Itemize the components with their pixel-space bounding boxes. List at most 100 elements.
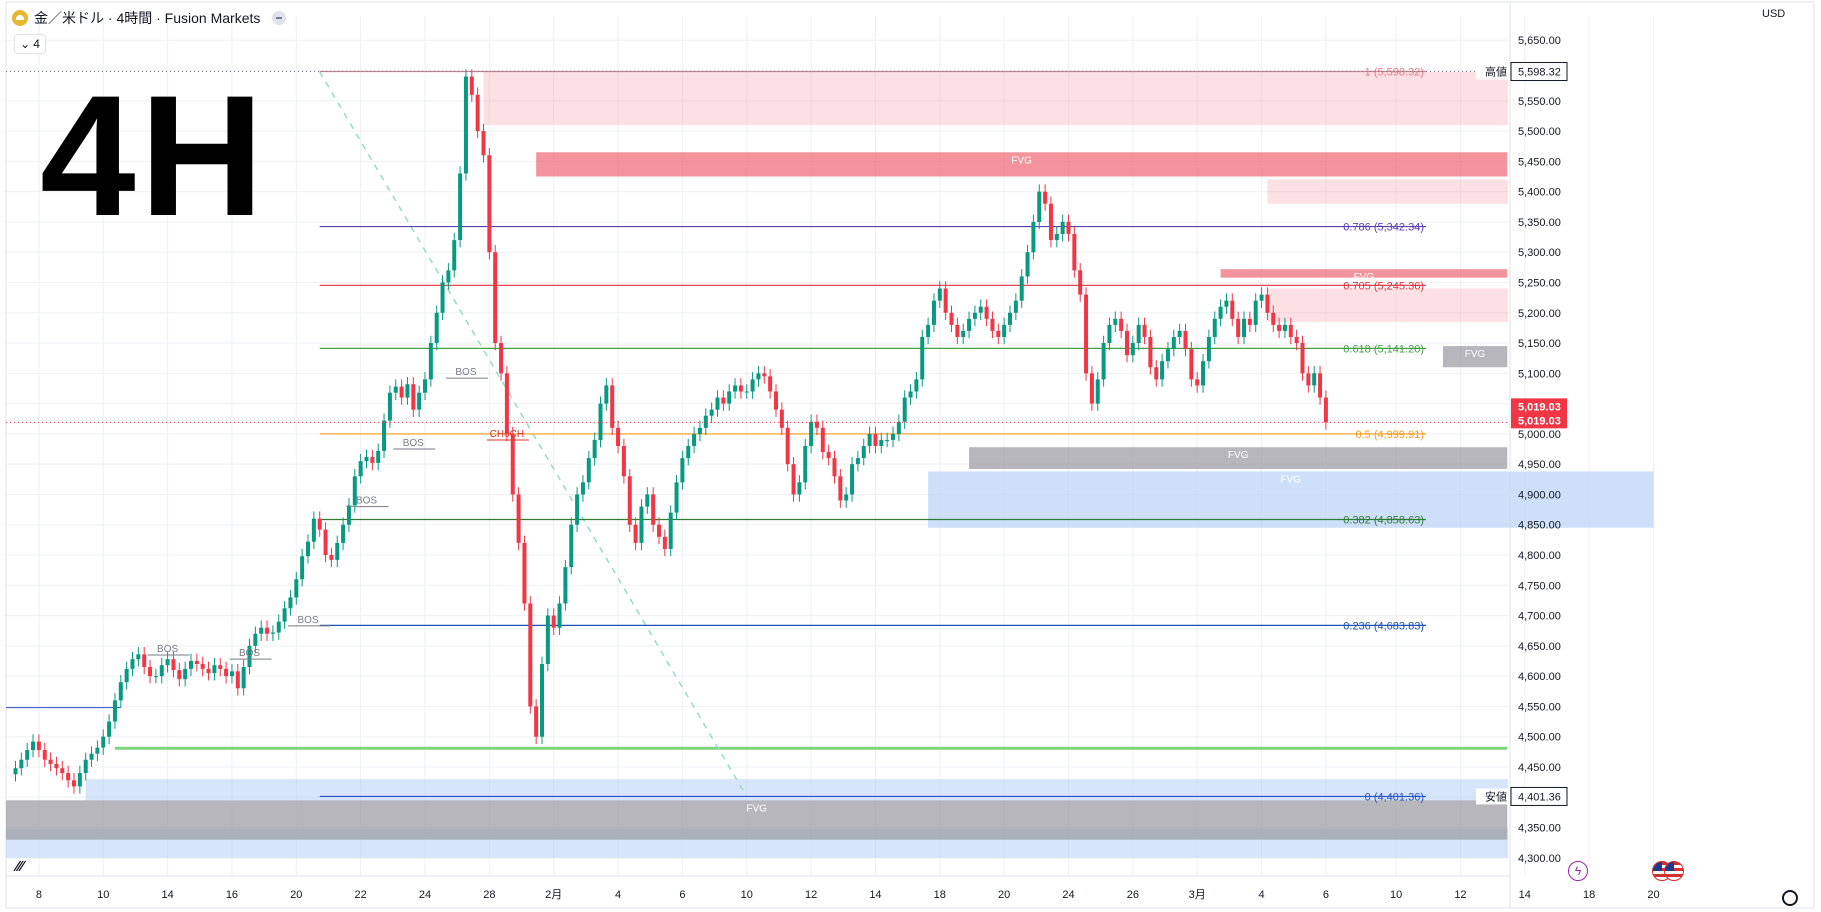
- candle-body: [1271, 312, 1276, 325]
- candle-body: [352, 476, 357, 506]
- candle-body: [1078, 270, 1083, 295]
- candle-body: [25, 750, 30, 760]
- candle-body: [153, 676, 158, 678]
- candle-body: [130, 659, 135, 669]
- candle-body: [750, 379, 755, 392]
- candle-body: [189, 661, 193, 669]
- candle-body: [855, 458, 860, 465]
- candle-body: [1236, 318, 1241, 337]
- candle-body: [978, 306, 983, 313]
- candle-body: [680, 458, 685, 483]
- fib-level-label: 0.705 (5,245.36): [1343, 280, 1424, 292]
- candle-body: [463, 76, 468, 174]
- x-tick-label: 14: [869, 889, 881, 901]
- flash-icon[interactable]: ϟ: [1568, 861, 1588, 881]
- candle-body: [323, 529, 328, 556]
- candle-body: [48, 759, 53, 764]
- collapse-indicators-button[interactable]: ⌄ 4: [14, 34, 46, 54]
- fib-level-label: 0.382 (4,858.63): [1343, 515, 1424, 527]
- candle-body: [844, 494, 849, 501]
- x-tick-label: 12: [805, 889, 817, 901]
- candle-body: [475, 94, 480, 132]
- x-tick-label: 3月: [1189, 889, 1206, 901]
- fvg-zone[interactable]: [928, 471, 1654, 528]
- candle-body: [891, 433, 895, 440]
- us-flag-events-icon[interactable]: [1652, 861, 1684, 881]
- currency-selector[interactable]: USD: [1762, 8, 1786, 20]
- fvg-zone[interactable]: [536, 152, 1508, 177]
- candle-body: [218, 665, 223, 669]
- x-tick-label: 10: [1390, 889, 1402, 901]
- candle-body: [212, 665, 217, 674]
- fvg-zone[interactable]: [969, 447, 1508, 470]
- settings-gear-icon[interactable]: [1782, 890, 1798, 906]
- candle-body: [744, 391, 749, 393]
- candle-body: [1201, 361, 1206, 386]
- fvg-zone[interactable]: [1442, 346, 1508, 368]
- fvg-zone[interactable]: [1220, 269, 1508, 278]
- fib-level-label: 0.5 (4,999.91): [1356, 429, 1425, 441]
- candle-body: [563, 567, 568, 604]
- candle-body: [867, 433, 872, 446]
- candle-body: [101, 736, 106, 748]
- fvg-zone[interactable]: [6, 800, 1508, 840]
- y-tick-label: 4,900.00: [1518, 489, 1561, 501]
- candle-body: [346, 505, 351, 525]
- x-tick-label: 20: [290, 889, 302, 901]
- candle-body: [575, 494, 580, 525]
- timeframe-watermark: 4H: [40, 60, 268, 252]
- candle-body: [967, 318, 972, 331]
- candle-body: [276, 621, 281, 633]
- candle-body: [920, 336, 925, 380]
- supply-zone: [1267, 179, 1508, 204]
- candle-body: [1312, 373, 1317, 386]
- tradingview-logo-icon[interactable]: ⁄⁄⁄: [16, 858, 24, 875]
- candle-body: [756, 373, 761, 380]
- candle-body: [861, 446, 866, 459]
- y-tick-label: 4,800.00: [1518, 550, 1561, 562]
- y-tick-label: 4,750.00: [1518, 580, 1561, 592]
- candle-body: [662, 536, 667, 549]
- candle-body: [83, 759, 88, 774]
- candle-body: [282, 608, 287, 622]
- candle-body: [423, 379, 427, 393]
- y-tick-label: 4,950.00: [1518, 459, 1561, 471]
- candle-body: [1247, 318, 1252, 325]
- candle-body: [598, 403, 603, 440]
- more-options-icon[interactable]: [272, 11, 287, 25]
- symbol-header[interactable]: 金／米ドル · 4時間 · Fusion Markets: [12, 7, 287, 29]
- structure-label: CHoCH: [490, 429, 524, 440]
- candle-body: [1125, 330, 1129, 356]
- candle-body: [89, 753, 94, 760]
- indicator-count: 4: [33, 37, 40, 51]
- y-tick-label: 4,500.00: [1518, 732, 1561, 744]
- candle-body: [709, 409, 714, 416]
- x-tick-label: 20: [1647, 889, 1659, 901]
- candle-body: [972, 312, 977, 319]
- candle-body: [306, 541, 310, 557]
- candle-body: [1019, 276, 1024, 301]
- y-tick-label: 4,650.00: [1518, 641, 1561, 653]
- candle-body: [376, 450, 381, 463]
- fvg-label: FVG: [1228, 450, 1249, 461]
- fvg-label: FVG: [746, 803, 767, 814]
- candle-body: [136, 654, 141, 660]
- candle-body: [259, 627, 264, 634]
- candle-body: [434, 312, 439, 344]
- candle-body: [54, 763, 59, 769]
- candle-body: [1043, 191, 1048, 204]
- axis-tag-caption: 安値: [1485, 789, 1507, 803]
- candle-body: [229, 671, 234, 677]
- candle-body: [540, 664, 544, 737]
- candle-body: [926, 324, 931, 337]
- y-tick-label: 4,700.00: [1518, 611, 1561, 623]
- candle-body: [692, 433, 697, 446]
- candle-body: [1224, 300, 1229, 307]
- candle-body: [657, 524, 661, 537]
- x-tick-label: 22: [355, 889, 367, 901]
- candle-body: [1142, 324, 1147, 337]
- candle-body: [779, 409, 784, 428]
- x-tick-label: 14: [1519, 889, 1531, 901]
- candle-body: [270, 632, 275, 634]
